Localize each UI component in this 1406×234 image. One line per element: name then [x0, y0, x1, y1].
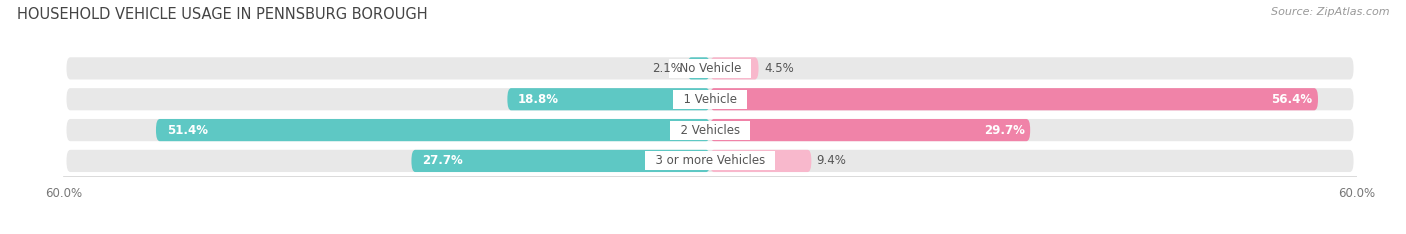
- Text: 4.5%: 4.5%: [763, 62, 793, 75]
- Text: No Vehicle: No Vehicle: [672, 62, 748, 75]
- Text: 29.7%: 29.7%: [984, 124, 1025, 137]
- Text: 27.7%: 27.7%: [422, 154, 463, 168]
- FancyBboxPatch shape: [710, 57, 759, 80]
- Text: 51.4%: 51.4%: [167, 124, 208, 137]
- Text: 1 Vehicle: 1 Vehicle: [676, 93, 744, 106]
- FancyBboxPatch shape: [66, 57, 1354, 80]
- FancyBboxPatch shape: [710, 150, 811, 172]
- Text: 18.8%: 18.8%: [519, 93, 560, 106]
- FancyBboxPatch shape: [508, 88, 710, 110]
- Text: Source: ZipAtlas.com: Source: ZipAtlas.com: [1271, 7, 1389, 17]
- FancyBboxPatch shape: [66, 119, 1354, 141]
- Text: HOUSEHOLD VEHICLE USAGE IN PENNSBURG BOROUGH: HOUSEHOLD VEHICLE USAGE IN PENNSBURG BOR…: [17, 7, 427, 22]
- FancyBboxPatch shape: [156, 119, 710, 141]
- FancyBboxPatch shape: [710, 88, 1317, 110]
- Text: 2.1%: 2.1%: [652, 62, 682, 75]
- FancyBboxPatch shape: [688, 57, 710, 80]
- Text: 9.4%: 9.4%: [817, 154, 846, 168]
- FancyBboxPatch shape: [66, 88, 1354, 110]
- Text: 56.4%: 56.4%: [1271, 93, 1313, 106]
- Text: 2 Vehicles: 2 Vehicles: [672, 124, 748, 137]
- FancyBboxPatch shape: [412, 150, 710, 172]
- Text: 3 or more Vehicles: 3 or more Vehicles: [648, 154, 772, 168]
- FancyBboxPatch shape: [66, 150, 1354, 172]
- FancyBboxPatch shape: [710, 119, 1031, 141]
